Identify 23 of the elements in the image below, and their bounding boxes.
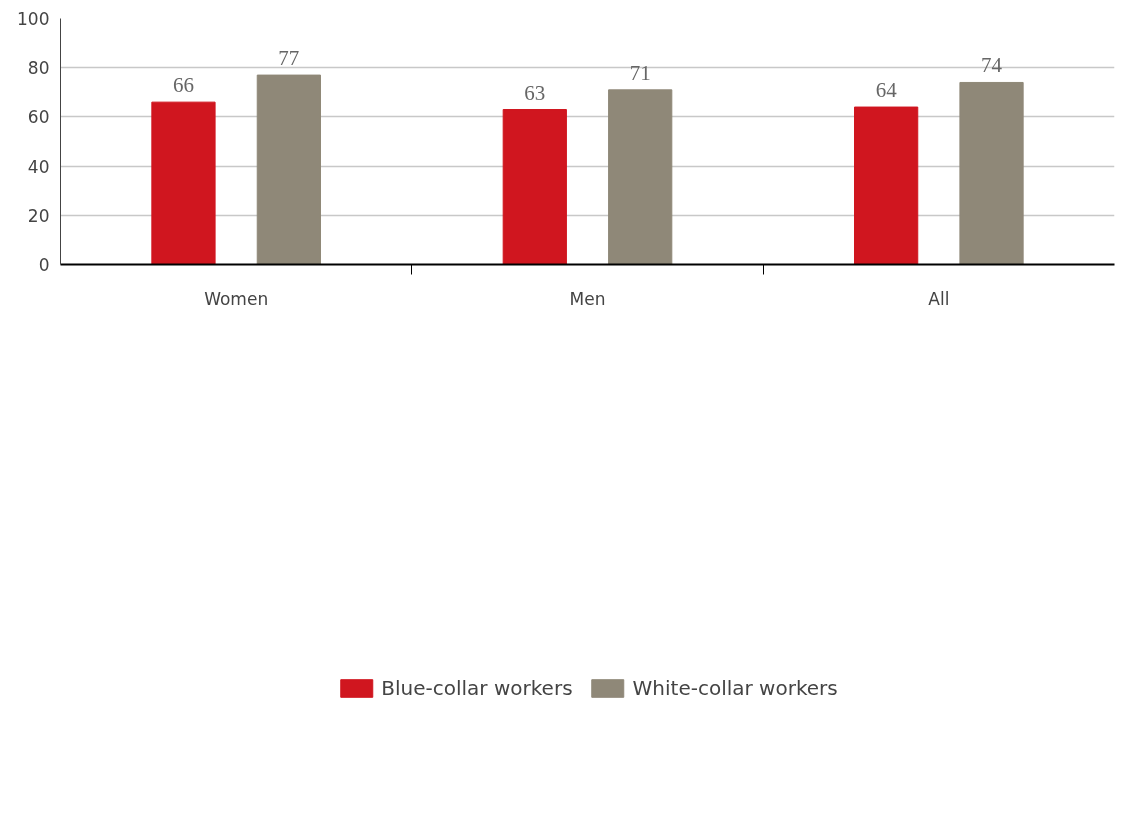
bar [854,106,919,265]
y-tick-label: 100 [17,9,50,29]
y-tick-label: 60 [27,107,50,128]
y-tick-label: 0 [38,255,50,275]
bar [502,109,567,265]
x-tick-label: Women [204,288,269,309]
y-tick-label: 20 [27,205,50,226]
y-tick-label: 40 [27,156,50,177]
data-label: 66 [172,73,194,98]
y-tick-label: 80 [27,58,50,79]
bar [608,89,673,265]
legend-label: Blue-collar workers [381,675,573,700]
data-label: 77 [278,46,300,71]
x-tick-label: All [928,288,950,309]
bar [959,81,1024,265]
bar [256,74,321,265]
data-label: 64 [875,78,898,103]
legend-label: White-collar workers [632,675,838,700]
data-label: 63 [524,80,546,105]
x-tick-label: Men [569,288,606,309]
bar [151,101,216,265]
data-label: 71 [629,60,651,85]
data-label: 74 [981,53,1003,78]
